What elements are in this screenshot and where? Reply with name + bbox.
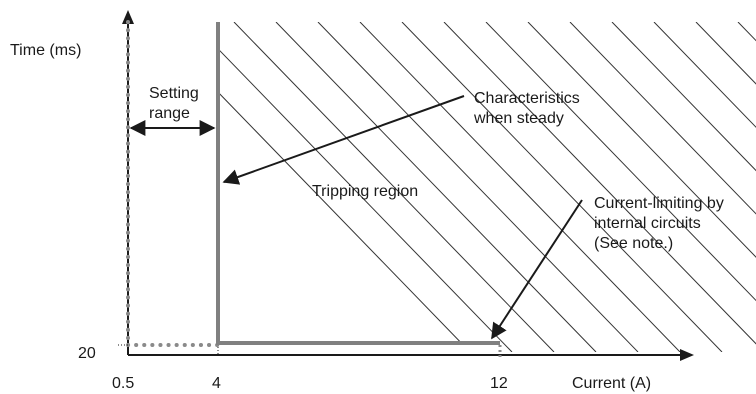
setting-range-label-line2: range: [149, 105, 190, 122]
x-tick-0-5: 0.5: [112, 375, 134, 392]
y-axis-arrowhead: [122, 10, 134, 24]
hatch-line: [275, 22, 597, 352]
current-limiting-label-line3: (See note.): [594, 235, 673, 252]
y-axis-label: Time (ms): [10, 42, 81, 59]
x-tick-4: 4: [212, 375, 221, 392]
y-tick-20: 20: [78, 345, 96, 362]
x-axis-label: Current (A): [572, 375, 651, 392]
x-axis-arrowhead: [680, 349, 694, 361]
hatch-line: [317, 22, 639, 352]
hatch-line: [611, 22, 756, 352]
current-limiting-label-line1: Current-limiting by: [594, 195, 724, 212]
hatch-line: [443, 22, 756, 352]
setting-range-label-line1: Setting: [149, 85, 199, 102]
hatch-line: [653, 22, 756, 352]
hatch-line: [485, 22, 756, 352]
characteristics-label-line2: when steady: [473, 110, 564, 127]
x-tick-12: 12: [490, 375, 508, 392]
hatch-line: [401, 22, 723, 352]
characteristics-arrow: [222, 95, 465, 185]
hatch-line: [218, 22, 471, 352]
tripping-region-hatch: [218, 22, 756, 352]
hatch-line: [233, 22, 555, 352]
hatch-line: [569, 22, 756, 352]
characteristics-label-line1: Characteristics: [474, 90, 580, 107]
current-limiting-arrow: [491, 199, 583, 340]
hatch-line: [359, 22, 681, 352]
tripping-region-label: Tripping region: [312, 183, 418, 200]
hatch-line: [737, 22, 756, 352]
current-limiting-label-line2: internal circuits: [594, 215, 701, 232]
hatch-line: [527, 22, 756, 352]
hatch-line: [695, 22, 756, 352]
hatch-line: [218, 22, 513, 352]
